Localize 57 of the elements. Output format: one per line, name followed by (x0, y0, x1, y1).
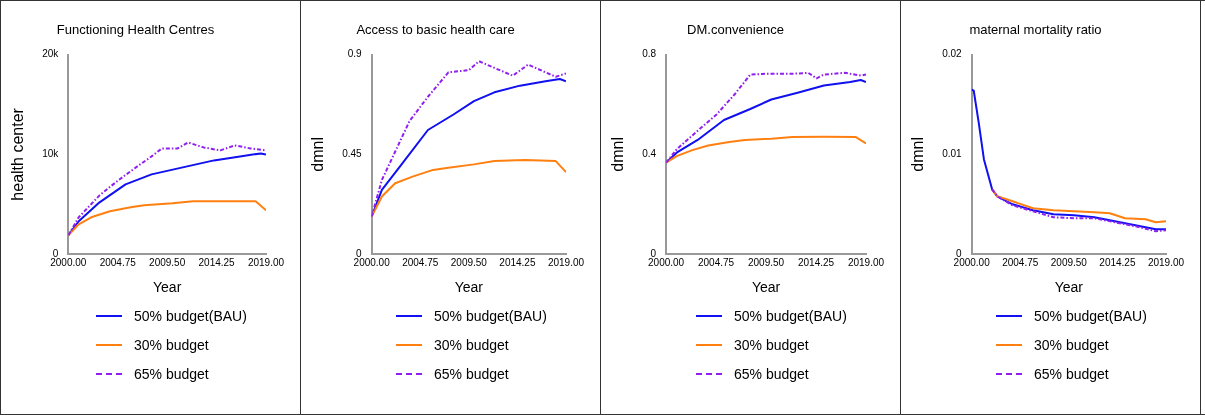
y-tick-label: 0 (52, 247, 59, 259)
y-tick-label: 0 (356, 247, 363, 259)
y-axis-title: health center (9, 107, 27, 201)
y-tick-label: 0.4 (642, 148, 657, 160)
x-tick-label: 2009.50 (747, 256, 785, 268)
legend-label: 30% budget (434, 336, 509, 353)
x-tick-label: 2019.00 (547, 256, 585, 268)
x-tick-label: 2004.75 (99, 256, 137, 268)
x-axis-title: Year (1054, 279, 1084, 296)
x-tick-label: 2019.00 (847, 256, 885, 268)
y-axis-title: dmnl (609, 137, 627, 172)
y-axis-title: dmnl (909, 137, 927, 172)
y-tick-label: 0 (956, 247, 963, 259)
y-tick-label: 0.02 (942, 48, 963, 60)
legend-label: 50% budget(BAU) (134, 307, 247, 324)
x-tick-label: 2014.25 (1099, 256, 1136, 268)
legend-label: 65% budget (734, 365, 809, 382)
y-axis-title: dmnl (309, 137, 327, 172)
chart-title: Functioning Health Centres (56, 22, 215, 38)
legend-label: 65% budget (1034, 365, 1109, 382)
y-tick-label: 0.8 (642, 48, 657, 60)
y-tick-label: 20k (42, 48, 60, 60)
x-axis-title: Year (454, 279, 484, 296)
x-tick-label: 2004.75 (698, 256, 735, 268)
x-tick-label: 2004.75 (402, 256, 439, 268)
y-tick-label: 0 (650, 247, 657, 259)
x-tick-label: 2000.00 (953, 256, 991, 268)
chart-title: DM.convenience (687, 22, 784, 38)
chart-title: maternal mortality ratio (969, 22, 1102, 38)
x-tick-label: 2009.50 (149, 256, 186, 268)
chart-title: Access to basic health care (356, 22, 515, 38)
x-tick-label: 2004.75 (1002, 256, 1039, 268)
legend-label: 30% budget (134, 336, 209, 353)
legend-label: 30% budget (1034, 336, 1109, 353)
legend-label: 50% budget(BAU) (434, 307, 547, 324)
x-tick-label: 2014.25 (198, 256, 236, 268)
y-tick-label: 10k (42, 148, 60, 160)
x-tick-label: 2000.00 (353, 256, 391, 268)
legend-label: 50% budget(BAU) (1034, 307, 1147, 324)
x-tick-label: 2000.00 (648, 256, 685, 268)
x-tick-label: 2014.25 (797, 256, 835, 268)
x-axis-title: Year (751, 279, 781, 296)
legend-label: 50% budget(BAU) (734, 307, 847, 324)
x-tick-label: 2019.00 (1147, 256, 1185, 268)
x-tick-label: 2014.25 (499, 256, 536, 268)
legend-label: 30% budget (734, 336, 809, 353)
x-axis-title: Year (153, 279, 182, 296)
y-tick-label: 0.01 (942, 148, 963, 160)
legend-label: 65% budget (434, 365, 509, 382)
x-tick-label: 2009.50 (1050, 256, 1088, 268)
x-tick-label: 2009.50 (450, 256, 488, 268)
x-tick-label: 2000.00 (50, 256, 87, 268)
line-series (991, 188, 1166, 233)
legend-label: 65% budget (134, 365, 209, 382)
x-tick-label: 2019.00 (247, 256, 285, 268)
y-tick-label: 0.9 (347, 48, 363, 60)
y-tick-label: 0.45 (342, 148, 363, 160)
